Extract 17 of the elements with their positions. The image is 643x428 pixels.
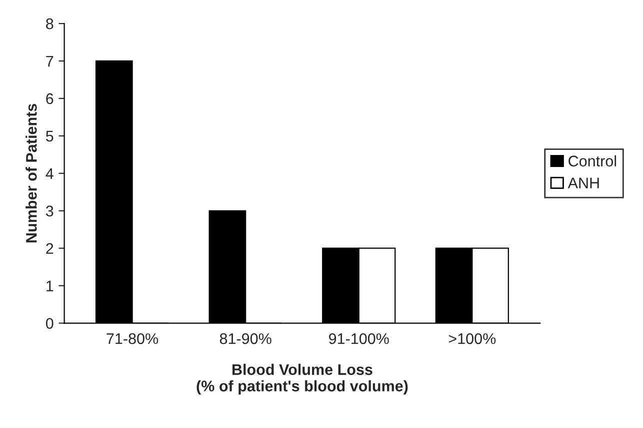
y-tick-label: 6 bbox=[46, 93, 54, 104]
x-tick-label: 91-100% bbox=[328, 333, 389, 344]
legend-label: Control bbox=[568, 155, 616, 166]
y-tick-label: 8 bbox=[46, 18, 54, 30]
x-tick-label: 81-90% bbox=[220, 333, 272, 344]
x-tick-label: 71-80% bbox=[106, 333, 158, 344]
y-axis-title: Number of Patients bbox=[26, 104, 37, 242]
y-tick-label: 0 bbox=[46, 318, 54, 329]
y-tick-label: 1 bbox=[46, 280, 54, 292]
y-tick-label: 3 bbox=[46, 206, 54, 216]
y-tick-label: 7 bbox=[46, 56, 54, 67]
x-tick-label: >100% bbox=[448, 333, 496, 344]
y-tick-label: 4 bbox=[46, 168, 54, 179]
x-axis-title: Blood Volume Loss (% of patient's blood volume) bbox=[196, 364, 408, 394]
y-tick-label: 5 bbox=[46, 130, 54, 142]
y-tick-label: 2 bbox=[46, 243, 54, 254]
legend-label: ANH bbox=[568, 178, 599, 188]
